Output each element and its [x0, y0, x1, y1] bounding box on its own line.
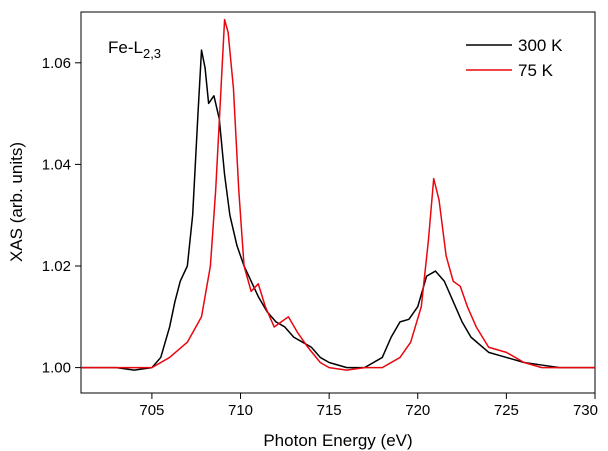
x-tick-label: 715	[317, 402, 342, 419]
y-tick-label: 1.06	[42, 55, 71, 72]
edge-annotation-base: Fe-L	[108, 38, 143, 57]
y-tick-label: 1.02	[42, 258, 71, 275]
legend: 300 K 75 K	[466, 36, 563, 80]
series-line-300k	[81, 49, 595, 371]
x-tick-label: 720	[405, 402, 430, 419]
y-axis-title: XAS (arb. units)	[7, 142, 26, 262]
x-tick-label: 730	[573, 402, 598, 419]
series-line-75k	[81, 18, 595, 371]
y-tick-label: 1.04	[42, 156, 71, 173]
series-group	[81, 18, 595, 371]
x-tick-label: 725	[494, 402, 519, 419]
legend-label-300k: 300 K	[518, 36, 563, 55]
x-tick-label: 710	[228, 402, 253, 419]
y-tick-label: 1.00	[42, 360, 71, 377]
edge-annotation-subscript: 2,3	[143, 46, 161, 61]
x-axis-ticks: 705 710 715 720 725 730	[139, 393, 598, 419]
y-axis-ticks: 1.00 1.02 1.04 1.06	[42, 55, 81, 377]
x-tick-label: 705	[139, 402, 164, 419]
x-axis-title: Photon Energy (eV)	[263, 431, 412, 450]
edge-annotation: Fe-L2,3	[108, 38, 161, 61]
plot-frame	[80, 11, 596, 394]
legend-label-75k: 75 K	[518, 61, 554, 80]
